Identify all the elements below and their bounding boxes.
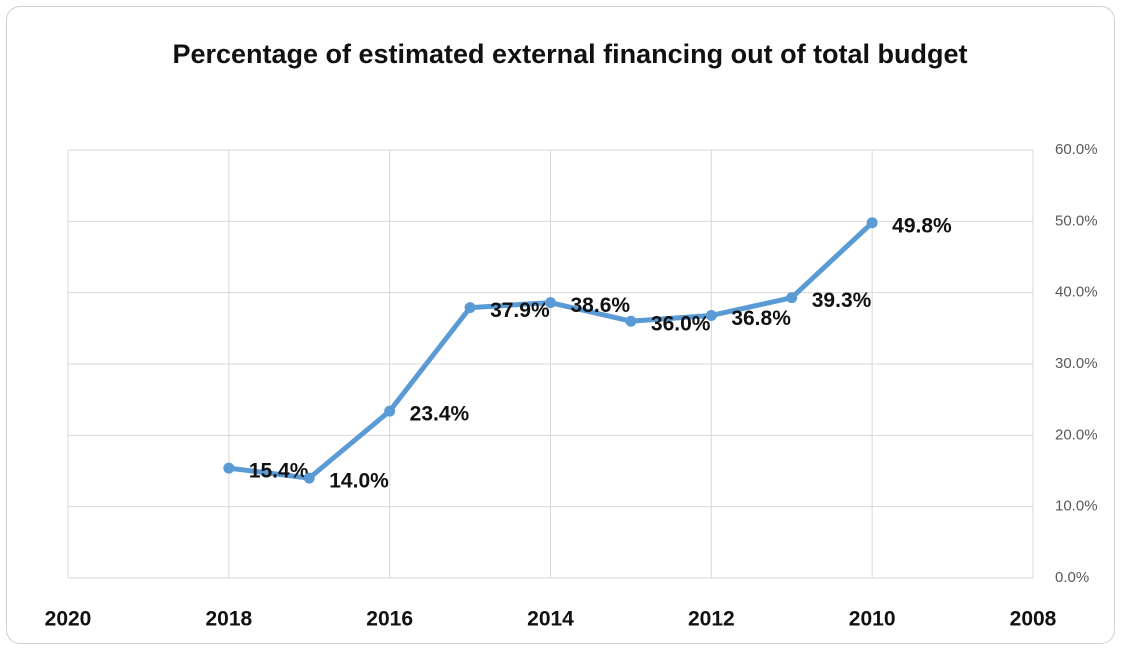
data-label: 15.4% bbox=[249, 460, 309, 483]
marker bbox=[866, 217, 878, 229]
y-tick-label: 20.0% bbox=[1055, 426, 1098, 443]
y-tick-label: 60.0% bbox=[1055, 141, 1098, 158]
chart-frame bbox=[6, 6, 1115, 644]
x-tick-label: 2008 bbox=[1010, 608, 1057, 631]
marker bbox=[223, 462, 235, 474]
y-tick-label: 10.0% bbox=[1055, 498, 1098, 515]
y-tick-label: 30.0% bbox=[1055, 355, 1098, 372]
x-tick-label: 2014 bbox=[527, 608, 574, 631]
x-tick-label: 2016 bbox=[366, 608, 413, 631]
x-tick-label: 2018 bbox=[205, 608, 252, 631]
data-label: 39.3% bbox=[812, 289, 872, 312]
marker bbox=[545, 297, 556, 309]
marker bbox=[786, 292, 798, 304]
data-label: 38.6% bbox=[571, 294, 631, 317]
y-tick-label: 40.0% bbox=[1055, 284, 1098, 301]
x-tick-label: 2020 bbox=[45, 608, 92, 631]
data-label: 36.0% bbox=[651, 313, 711, 336]
y-tick-label: 50.0% bbox=[1055, 212, 1098, 229]
data-label: 49.8% bbox=[892, 214, 952, 237]
marker bbox=[384, 405, 396, 417]
x-tick-label: 2010 bbox=[849, 608, 896, 631]
marker bbox=[705, 309, 717, 321]
data-label: 23.4% bbox=[410, 403, 470, 426]
data-label: 14.0% bbox=[329, 470, 389, 493]
data-label: 36.8% bbox=[731, 307, 791, 330]
marker bbox=[464, 302, 476, 314]
data-label: 37.9% bbox=[490, 299, 550, 322]
x-tick-label: 2012 bbox=[688, 608, 735, 631]
y-tick-label: 0.0% bbox=[1055, 569, 1089, 586]
marker bbox=[625, 315, 637, 327]
chart-title: Percentage of estimated external financi… bbox=[172, 39, 968, 69]
marker bbox=[303, 472, 315, 484]
